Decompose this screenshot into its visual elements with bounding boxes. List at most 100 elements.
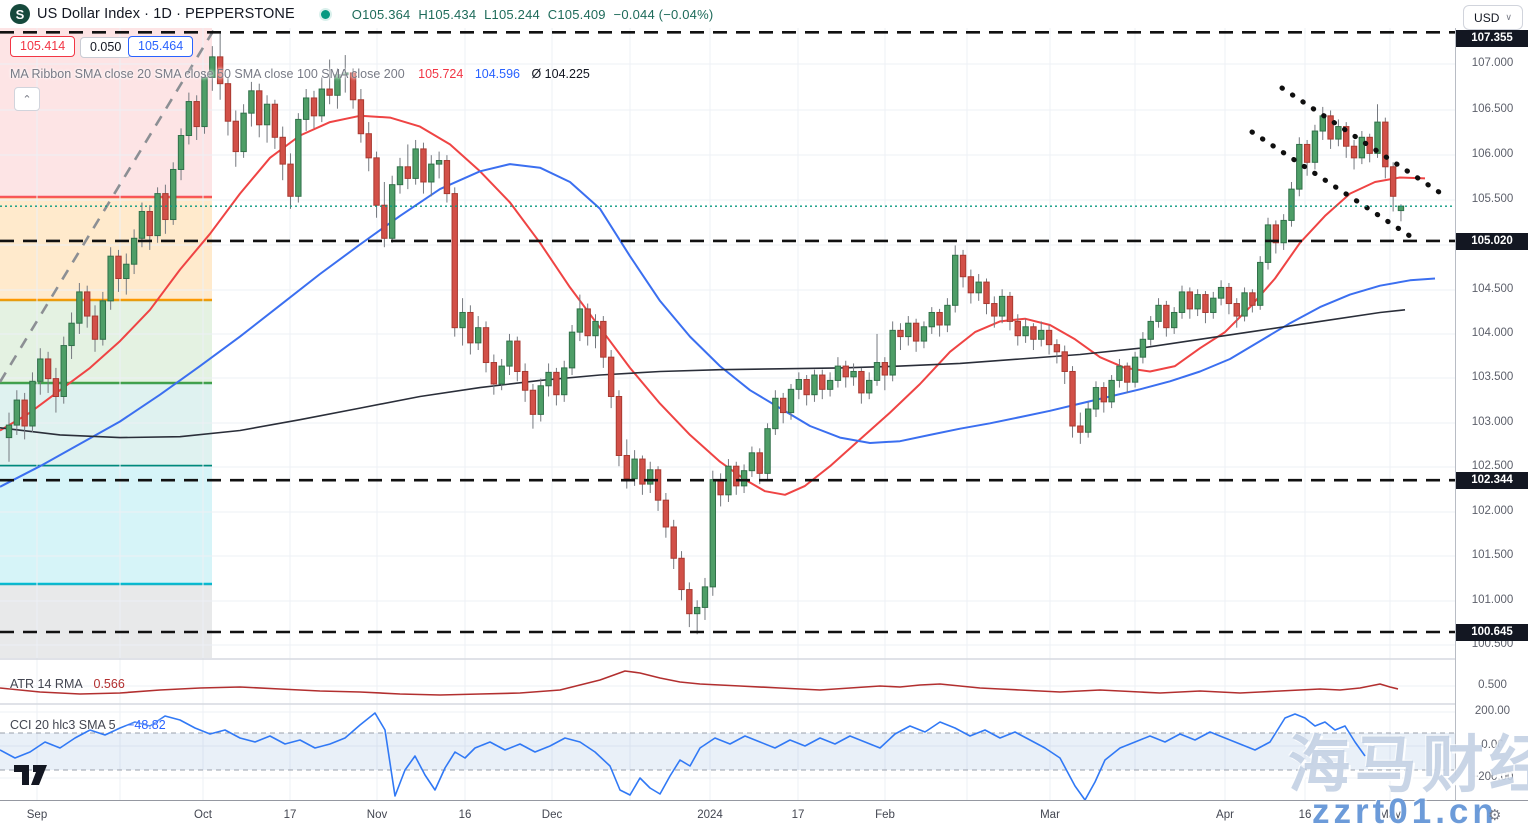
candle (52, 378, 60, 397)
axis-settings-gear-icon[interactable]: ⚙ (1488, 807, 1502, 824)
candle (412, 148, 419, 179)
candle (1139, 338, 1147, 358)
channel-lower-line[interactable] (1249, 129, 1419, 243)
candle (1233, 303, 1240, 317)
candle (1178, 291, 1186, 313)
ohlc-low: L105.244 (484, 6, 540, 22)
collapse-pane-button[interactable]: ⌃ (14, 87, 40, 111)
candle (912, 322, 920, 342)
candle (514, 340, 521, 372)
candle (326, 88, 333, 96)
price-axis-label: 106.500 (1471, 103, 1514, 115)
spread-chip[interactable]: 0.050 (80, 37, 132, 58)
candle (84, 291, 91, 317)
candle (310, 97, 318, 117)
sma50-line (0, 163, 1436, 488)
symbol-title[interactable]: US Dollar Index · 1D · PEPPERSTONE (37, 6, 295, 22)
limit-price-chip[interactable]: 105.464 (128, 36, 194, 57)
tradingview-logo-icon[interactable] (14, 762, 50, 788)
cci-legend[interactable]: CCI 20 hlc3 SMA 5 −48.82 (10, 718, 166, 732)
candle (1389, 166, 1397, 197)
candle (177, 135, 185, 170)
price-axis[interactable]: 107.000 106.500 106.000 105.500 104.500 104.0… (1455, 0, 1528, 800)
candle (756, 452, 763, 474)
cci-axis-label: 0.00 (1481, 739, 1504, 751)
candle (263, 103, 271, 126)
cci-value: −48.82 (127, 718, 166, 732)
ohlc-high: H105.434 (418, 6, 477, 22)
level-price-label: 102.344 (1456, 472, 1528, 489)
atr-line (0, 670, 1399, 696)
ma-ribbon-average-value: Ø 104.225 (531, 67, 590, 81)
channel-upper-line[interactable] (1279, 85, 1451, 201)
ma-ribbon-sma50-value: 104.596 (474, 67, 520, 81)
candle (1382, 121, 1389, 168)
symbol-logo-icon[interactable]: S (10, 4, 30, 24)
candle (1053, 344, 1061, 353)
candle (91, 315, 99, 340)
candle (693, 606, 701, 615)
candle (1280, 219, 1287, 244)
candle (334, 74, 341, 96)
candle (920, 326, 928, 342)
candle (826, 379, 834, 390)
market-status-icon[interactable] (320, 9, 330, 19)
candle (670, 526, 677, 559)
candle (451, 193, 458, 329)
time-axis-label: 16 (1298, 809, 1312, 821)
orange-zone (0, 197, 212, 300)
time-axis-label: May (1379, 809, 1401, 821)
candle (842, 365, 849, 378)
trendline-diagonal[interactable] (0, 27, 217, 383)
ohlc-readout: O105.364 H105.434 L105.244 C105.409 −0.0… (352, 7, 718, 22)
candle (975, 281, 982, 294)
atr-legend[interactable]: ATR 14 RMA 0.566 (10, 677, 125, 691)
candle (944, 304, 951, 326)
candle (279, 136, 286, 165)
candle (44, 358, 52, 380)
candle (248, 90, 255, 114)
candle (99, 300, 107, 340)
candle (615, 395, 623, 456)
candle (349, 72, 357, 101)
candle (623, 454, 630, 480)
time-axis[interactable]: Sep Oct 17 Nov 16 Dec 2024 17 Feb Mar Apr 16 May (0, 800, 1528, 833)
candle (428, 163, 435, 183)
candle (983, 281, 990, 305)
candle (1108, 379, 1115, 403)
cci-band (0, 733, 1455, 770)
candle (740, 470, 748, 487)
price-axis-label: 106.000 (1471, 148, 1514, 160)
time-axis-label: Dec (541, 809, 563, 821)
candle (29, 380, 36, 427)
candle (240, 112, 247, 153)
candle (592, 320, 599, 337)
candle (185, 101, 193, 137)
candle (537, 385, 544, 415)
price-axis-label: 101.000 (1471, 594, 1514, 606)
candle (146, 210, 153, 237)
candle (1288, 188, 1295, 221)
ma-ribbon-sma20-value: 105.724 (418, 67, 464, 81)
candle (365, 133, 372, 159)
price-axis-label: 100.500 (1471, 638, 1514, 650)
price-axis-label: 104.500 (1471, 283, 1514, 295)
candle (420, 148, 427, 183)
candle (1210, 297, 1217, 313)
candle (897, 329, 904, 338)
candle (779, 397, 787, 414)
candle (584, 308, 591, 337)
ma-ribbon-legend[interactable]: MA Ribbon SMA close 20 SMA close 50 SMA … (10, 67, 590, 81)
currency-dropdown[interactable]: USD ∨ (1463, 5, 1523, 30)
atr-label: ATR 14 RMA (10, 677, 83, 691)
candle (232, 120, 239, 153)
candle (115, 255, 122, 280)
candle (545, 371, 552, 387)
candle (498, 365, 505, 385)
price-axis-label: 107.000 (1471, 57, 1514, 69)
chevron-down-icon: ∨ (1505, 12, 1512, 22)
candle (998, 295, 1006, 317)
candle (1249, 292, 1256, 306)
stop-price-chip[interactable]: 105.414 (10, 36, 76, 57)
